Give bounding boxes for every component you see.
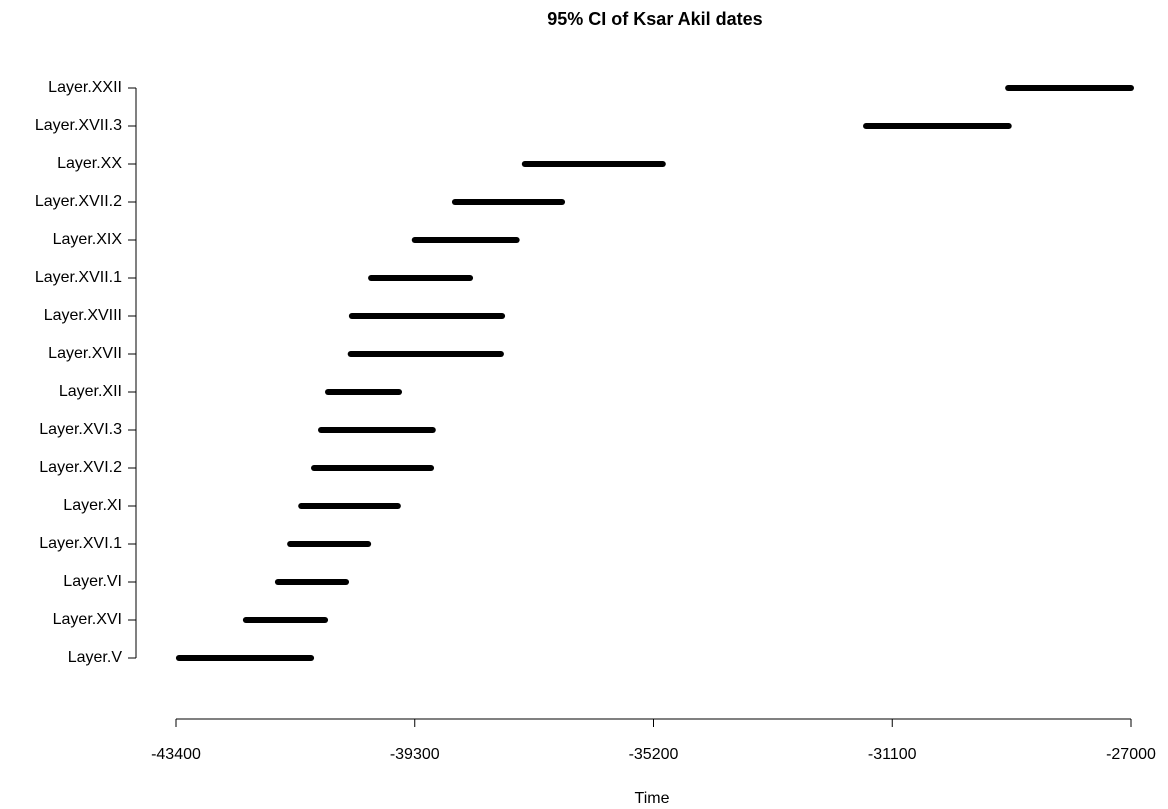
y-tick-label: Layer.XVII	[48, 345, 122, 362]
y-tick-label: Layer.XI	[63, 497, 122, 514]
x-tick-label: -31100	[868, 746, 917, 763]
y-tick-label: Layer.XVII.3	[35, 117, 122, 134]
y-tick-label: Layer.XVII.1	[35, 269, 122, 286]
chart-title: 95% CI of Ksar Akil dates	[547, 9, 762, 29]
y-tick-label: Layer.XVI.1	[39, 535, 122, 552]
y-tick-label: Layer.XVII.2	[35, 193, 122, 210]
y-tick-label: Layer.XVI	[53, 611, 122, 628]
y-tick-label: Layer.XXII	[48, 79, 122, 96]
x-tick-label: -43400	[151, 746, 201, 763]
x-axis-label: Time	[635, 790, 670, 807]
y-tick-label: Layer.XVIII	[44, 307, 122, 324]
x-tick-label: -27000	[1106, 746, 1156, 763]
x-tick-label: -35200	[629, 746, 679, 763]
y-tick-label: Layer.XVI.2	[39, 459, 122, 476]
y-tick-label: Layer.V	[68, 649, 123, 666]
y-tick-label: Layer.XIX	[53, 231, 123, 248]
y-tick-label: Layer.XVI.3	[39, 421, 122, 438]
y-tick-label: Layer.VI	[63, 573, 122, 590]
y-tick-label: Layer.XII	[59, 383, 122, 400]
x-tick-label: -39300	[390, 746, 440, 763]
y-tick-label: Layer.XX	[57, 155, 122, 172]
